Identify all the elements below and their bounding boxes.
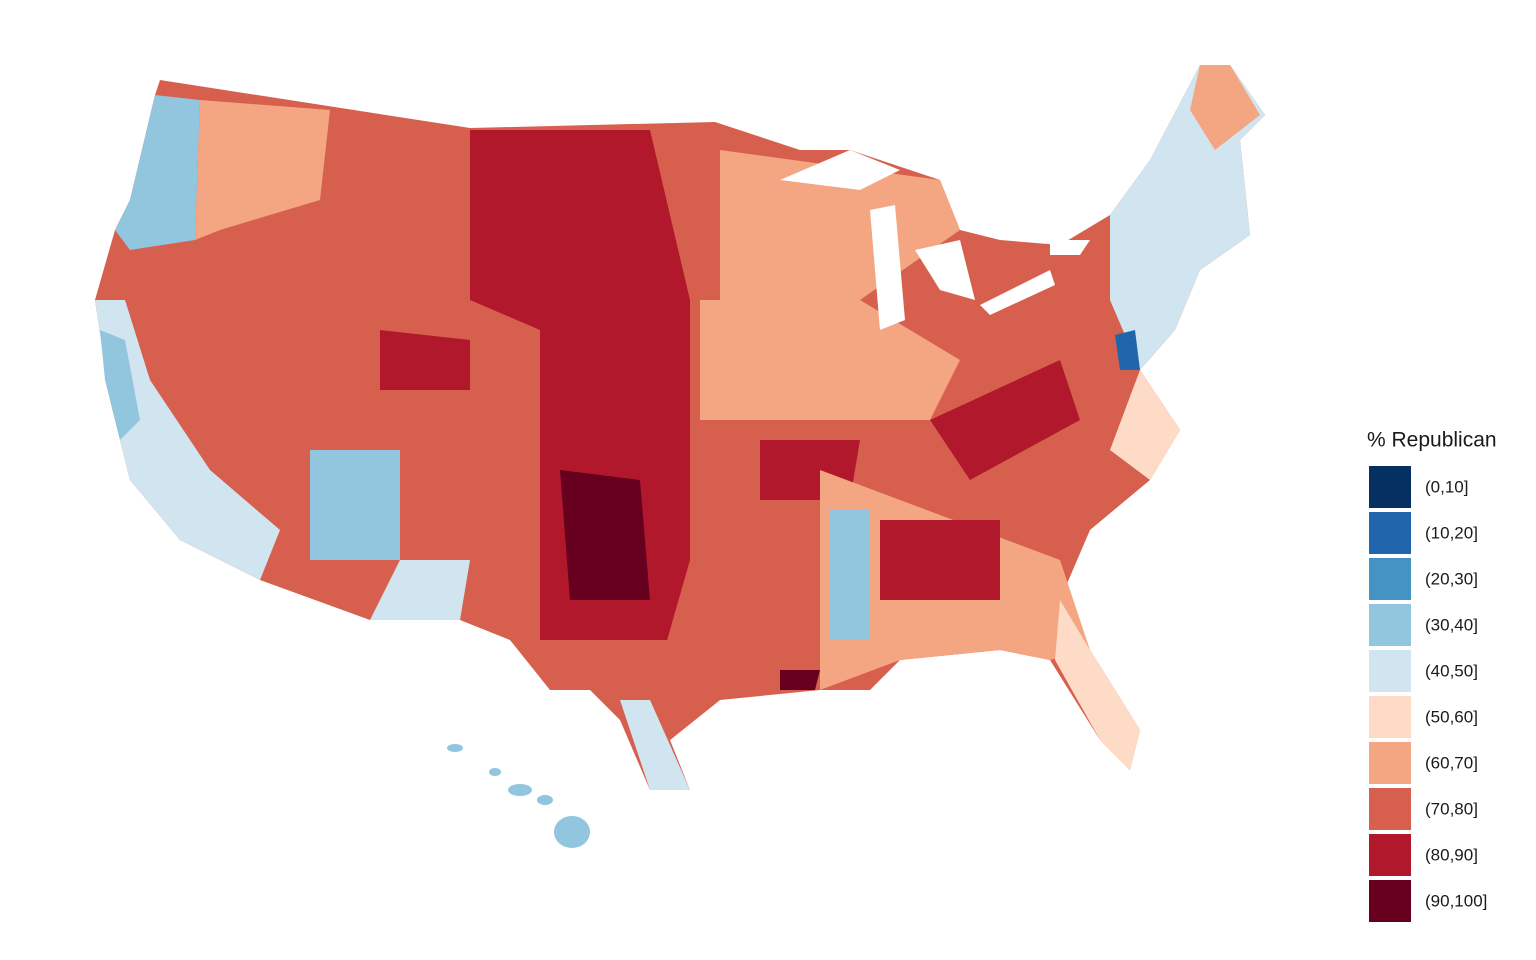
lake (870, 205, 905, 330)
lake (980, 270, 1055, 315)
legend: (0,10] (10,20] (20,30] (30,40] (40,50] (50,60… (1369, 466, 1487, 922)
region (1055, 600, 1140, 770)
legend-label: (10,20] (1425, 523, 1478, 542)
region (560, 470, 650, 600)
island (447, 744, 463, 752)
legend-swatch (1369, 512, 1411, 554)
legend-swatch (1369, 834, 1411, 876)
lake (915, 240, 975, 300)
legend-label: (80,90] (1425, 845, 1478, 864)
lake (1050, 240, 1090, 255)
region (1115, 330, 1140, 370)
legend-swatch (1369, 650, 1411, 692)
region (370, 560, 470, 620)
region (310, 450, 400, 560)
legend-swatch (1369, 788, 1411, 830)
legend-label: (50,60] (1425, 707, 1478, 726)
map (95, 65, 1265, 848)
legend-title: % Republican (1367, 429, 1497, 452)
legend-label: (60,70] (1425, 753, 1478, 772)
region (1190, 65, 1260, 150)
region (115, 95, 200, 250)
lake (780, 150, 900, 190)
region (830, 510, 870, 640)
region (930, 360, 1080, 480)
region (780, 670, 820, 690)
region (380, 330, 470, 390)
legend-label: (30,40] (1425, 615, 1478, 634)
region (880, 520, 1000, 600)
island (489, 768, 501, 776)
island (554, 816, 590, 848)
island (508, 784, 532, 796)
legend-label: (0,10] (1425, 477, 1468, 496)
legend-swatch (1369, 466, 1411, 508)
region (95, 300, 280, 580)
legend-label: (90,100] (1425, 891, 1487, 910)
region (1110, 370, 1180, 480)
region (100, 330, 140, 440)
legend-label: (40,50] (1425, 661, 1478, 680)
legend-swatch (1369, 558, 1411, 600)
region (195, 100, 330, 240)
region (650, 560, 820, 740)
legend-swatch (1369, 696, 1411, 738)
legend-label: (20,30] (1425, 569, 1478, 588)
island (537, 795, 553, 805)
legend-swatch (1369, 880, 1411, 922)
legend-label: (70,80] (1425, 799, 1478, 818)
region (700, 300, 960, 420)
legend-swatch (1369, 742, 1411, 784)
region (620, 700, 690, 790)
legend-swatch (1369, 604, 1411, 646)
